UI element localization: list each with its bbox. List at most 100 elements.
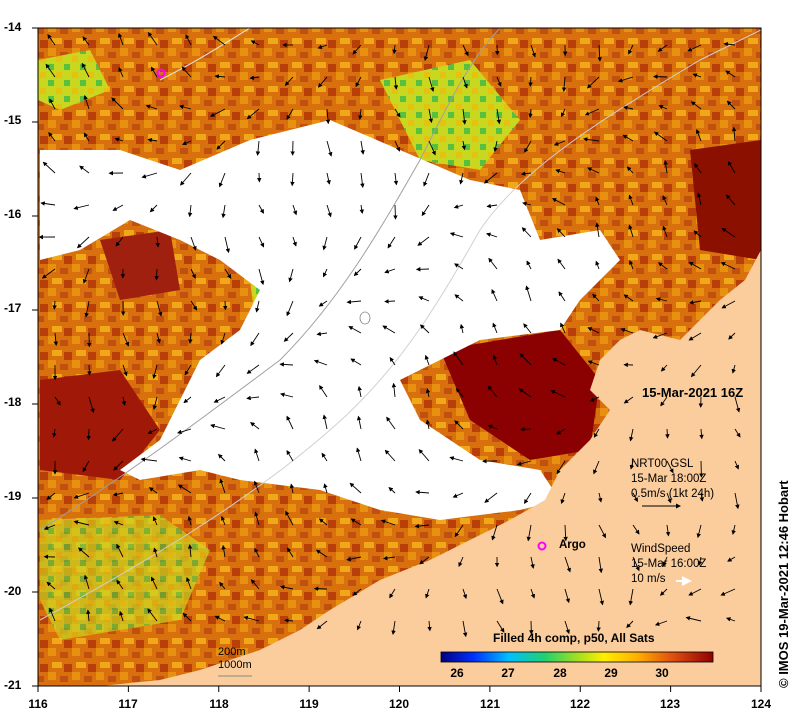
current-vector [318,300,328,307]
current-vector [183,396,192,404]
current-vector [380,519,396,526]
current-vector [323,483,328,494]
current-vector [384,299,396,304]
current-vector [73,492,90,499]
current-vector [83,574,90,590]
current-vector [359,204,364,214]
current-vector [113,460,124,471]
current-vector [522,201,532,206]
current-vector [699,492,704,502]
current-vector [587,167,600,174]
current-vector [688,332,702,341]
current-vector [321,452,328,462]
current-vector [258,204,264,214]
current-vector [556,428,566,435]
latitude-tick-label: -17 [4,301,22,315]
current-vector [180,172,192,186]
wind-legend-line: WindSpeed [631,543,691,555]
current-vector [187,515,192,526]
current-vector [326,204,332,218]
current-vector [721,228,736,238]
current-vector [286,300,294,317]
hot-water-patch [100,230,180,300]
current-vector [593,428,600,438]
current-vector [190,236,197,251]
current-vector [52,428,57,438]
current-vector [596,620,601,632]
current-vector [632,556,640,572]
current-vector [453,351,464,366]
current-vector [685,616,702,622]
current-vector [520,171,532,176]
current-vector [221,544,226,558]
colorbar [440,651,714,663]
current-vector [628,194,634,206]
latitude-tick-label: -16 [4,207,22,221]
current-vector [417,236,430,246]
current-vector [286,450,294,462]
current-vector [428,76,435,92]
current-vector [734,396,741,413]
current-vector [219,478,226,494]
current-vector [595,222,600,238]
current-vector [553,140,566,146]
current-vector [563,524,568,542]
argo-label: Argo [559,539,586,551]
current-vector [86,428,91,441]
current-vector [184,364,192,376]
current-vector [726,617,736,622]
current-vector [177,428,192,435]
current-vector [181,140,192,146]
current-vector [150,576,158,590]
current-vector [496,108,502,125]
longitude-tick-label: 120 [388,697,410,711]
current-vector [383,555,396,561]
current-vector [187,204,193,218]
current-vector [659,588,668,596]
current-vector [156,332,161,344]
current-vector [280,392,294,398]
current-vector [419,556,430,565]
current-vector [452,492,464,498]
argo-float-marker [156,68,166,78]
current-vector [462,44,469,57]
current-vector [318,518,328,526]
hot-water-patch [690,140,761,260]
current-vector [214,615,226,622]
longitude-tick-label: 116 [28,697,48,711]
current-vector [584,108,600,116]
current-vector [692,73,702,78]
current-vector [551,198,566,206]
current-vector [73,520,90,526]
current-vector [628,44,634,55]
current-vector [734,492,740,510]
current-vector [148,487,158,494]
current-vector [224,236,230,254]
current-vector [249,75,260,80]
current-vector [555,169,566,174]
current-vector [319,384,328,398]
axis-ticks [32,27,762,692]
current-vector [188,332,193,344]
current-vector [190,268,196,279]
current-vector [690,364,702,378]
current-vector [628,224,634,238]
current-vector [387,236,396,249]
current-vector [121,396,127,406]
current-vector [389,356,396,366]
current-vector [212,35,226,46]
current-vector [521,227,532,238]
wind-legend: WindSpeed 15-Mar 16:00Z 10 m/s [631,542,706,587]
current-legend-line: 15-Mar 18:00Z [631,473,707,485]
current-vector [213,396,226,403]
current-vector [87,364,92,376]
current-vector [425,588,430,599]
current-vector [346,299,362,305]
current-vector [589,396,600,402]
current-legend-line: NRT00 GSL [631,458,694,470]
current-vector [254,511,260,526]
current-vector [583,137,600,142]
wind-legend-line: 10 m/s [631,573,666,585]
current-vector [209,108,226,117]
current-vector [82,36,90,46]
